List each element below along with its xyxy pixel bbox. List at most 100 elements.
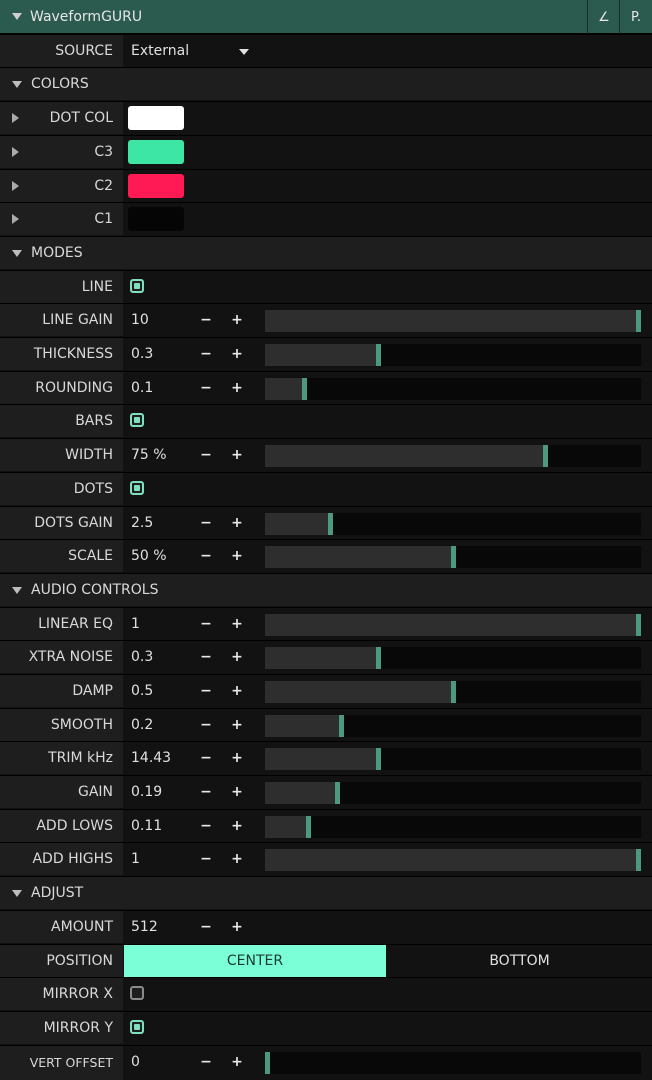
amount-value[interactable]: 512 <box>131 919 158 935</box>
rounding-value[interactable]: 0.1 <box>131 380 154 396</box>
adjust-section-header[interactable]: ADJUST <box>0 876 652 909</box>
line-gain-value[interactable]: 10 <box>131 312 149 328</box>
xtra-noise-increment-button[interactable]: + <box>231 649 243 665</box>
dots-gain-increment-button[interactable]: + <box>231 515 243 531</box>
line-gain-increment-button[interactable]: + <box>231 312 243 328</box>
slider-handle[interactable] <box>636 849 641 871</box>
line-checkbox[interactable] <box>130 279 144 293</box>
smooth-slider[interactable] <box>265 715 641 737</box>
collapse-triangle-icon[interactable] <box>12 13 22 20</box>
thickness-decrement-button[interactable]: − <box>200 346 212 362</box>
c3-swatch[interactable] <box>128 140 184 164</box>
vert-offset-increment-button[interactable]: + <box>231 1054 243 1070</box>
thickness-value[interactable]: 0.3 <box>131 346 154 362</box>
scale-increment-button[interactable]: + <box>231 548 243 564</box>
bars-checkbox[interactable] <box>130 413 144 427</box>
expand-triangle-icon[interactable] <box>12 147 19 157</box>
add-lows-decrement-button[interactable]: − <box>200 818 212 834</box>
slider-handle[interactable] <box>543 445 548 467</box>
dot-col-swatch[interactable] <box>128 106 184 130</box>
preset-button[interactable]: P. <box>619 0 652 34</box>
dots-gain-decrement-button[interactable]: − <box>200 515 212 531</box>
slider-handle[interactable] <box>265 1052 270 1074</box>
thickness-increment-button[interactable]: + <box>231 346 243 362</box>
slider-handle[interactable] <box>636 310 641 332</box>
width-slider[interactable] <box>265 445 641 467</box>
amount-increment-button[interactable]: + <box>231 919 243 935</box>
smooth-decrement-button[interactable]: − <box>200 717 212 733</box>
slider-handle[interactable] <box>306 816 311 838</box>
slider-handle[interactable] <box>451 546 456 568</box>
smooth-value[interactable]: 0.2 <box>131 717 154 733</box>
slider-handle[interactable] <box>376 344 381 366</box>
linear-eq-value[interactable]: 1 <box>131 616 140 632</box>
linear-eq-increment-button[interactable]: + <box>231 616 243 632</box>
slider-handle[interactable] <box>328 513 333 535</box>
linear-eq-decrement-button[interactable]: − <box>200 616 212 632</box>
trim-slider[interactable] <box>265 748 641 770</box>
vert-offset-decrement-button[interactable]: − <box>200 1054 212 1070</box>
modes-section-header[interactable]: MODES <box>0 236 652 269</box>
vert-offset-slider[interactable] <box>265 1052 641 1074</box>
mirror-x-checkbox[interactable] <box>130 986 144 1000</box>
rounding-slider[interactable] <box>265 378 641 400</box>
dots-gain-value[interactable]: 2.5 <box>131 515 154 531</box>
mirror-y-checkbox[interactable] <box>130 1020 144 1034</box>
expand-triangle-icon[interactable] <box>12 181 19 191</box>
position-center-button[interactable]: CENTER <box>124 945 386 977</box>
trim-increment-button[interactable]: + <box>231 750 243 766</box>
add-highs-decrement-button[interactable]: − <box>200 851 212 867</box>
add-lows-increment-button[interactable]: + <box>231 818 243 834</box>
add-lows-slider[interactable] <box>265 816 641 838</box>
dots-checkbox[interactable] <box>130 481 144 495</box>
rounding-decrement-button[interactable]: − <box>200 380 212 396</box>
colors-section-header[interactable]: COLORS <box>0 67 652 100</box>
position-bottom-button[interactable]: BOTTOM <box>387 945 652 977</box>
c1-swatch[interactable] <box>128 207 184 231</box>
dots-gain-slider[interactable] <box>265 513 641 535</box>
line-gain-slider[interactable] <box>265 310 641 332</box>
audio-controls-section-header[interactable]: AUDIO CONTROLS <box>0 573 652 606</box>
line-gain-decrement-button[interactable]: − <box>200 312 212 328</box>
width-decrement-button[interactable]: − <box>200 447 212 463</box>
add-highs-value[interactable]: 1 <box>131 851 140 867</box>
slider-handle[interactable] <box>376 647 381 669</box>
source-dropdown[interactable]: External <box>131 35 249 68</box>
add-highs-slider[interactable] <box>265 849 641 871</box>
gain-slider[interactable] <box>265 782 641 804</box>
slider-handle[interactable] <box>302 378 307 400</box>
thickness-slider[interactable] <box>265 344 641 366</box>
slider-handle[interactable] <box>376 748 381 770</box>
scale-slider[interactable] <box>265 546 641 568</box>
gain-increment-button[interactable]: + <box>231 784 243 800</box>
vert-offset-value[interactable]: 0 <box>131 1054 140 1070</box>
angle-icon-button[interactable]: ∠ <box>587 0 620 34</box>
gain-decrement-button[interactable]: − <box>200 784 212 800</box>
add-highs-increment-button[interactable]: + <box>231 851 243 867</box>
amount-decrement-button[interactable]: − <box>200 919 212 935</box>
trim-value[interactable]: 14.43 <box>131 750 172 766</box>
xtra-noise-decrement-button[interactable]: − <box>200 649 212 665</box>
rounding-increment-button[interactable]: + <box>231 380 243 396</box>
expand-triangle-icon[interactable] <box>12 113 19 123</box>
width-increment-button[interactable]: + <box>231 447 243 463</box>
slider-handle[interactable] <box>339 715 344 737</box>
damp-increment-button[interactable]: + <box>231 683 243 699</box>
damp-decrement-button[interactable]: − <box>200 683 212 699</box>
scale-value[interactable]: 50 % <box>131 548 167 564</box>
xtra-noise-value[interactable]: 0.3 <box>131 649 154 665</box>
xtra-noise-slider[interactable] <box>265 647 641 669</box>
width-value[interactable]: 75 % <box>131 447 167 463</box>
slider-handle[interactable] <box>636 614 641 636</box>
add-lows-value[interactable]: 0.11 <box>131 818 163 834</box>
slider-handle[interactable] <box>335 782 340 804</box>
slider-handle[interactable] <box>451 681 456 703</box>
smooth-increment-button[interactable]: + <box>231 717 243 733</box>
scale-decrement-button[interactable]: − <box>200 548 212 564</box>
damp-slider[interactable] <box>265 681 641 703</box>
damp-value[interactable]: 0.5 <box>131 683 154 699</box>
trim-decrement-button[interactable]: − <box>200 750 212 766</box>
gain-value[interactable]: 0.19 <box>131 784 163 800</box>
c2-swatch[interactable] <box>128 174 184 198</box>
expand-triangle-icon[interactable] <box>12 214 19 224</box>
